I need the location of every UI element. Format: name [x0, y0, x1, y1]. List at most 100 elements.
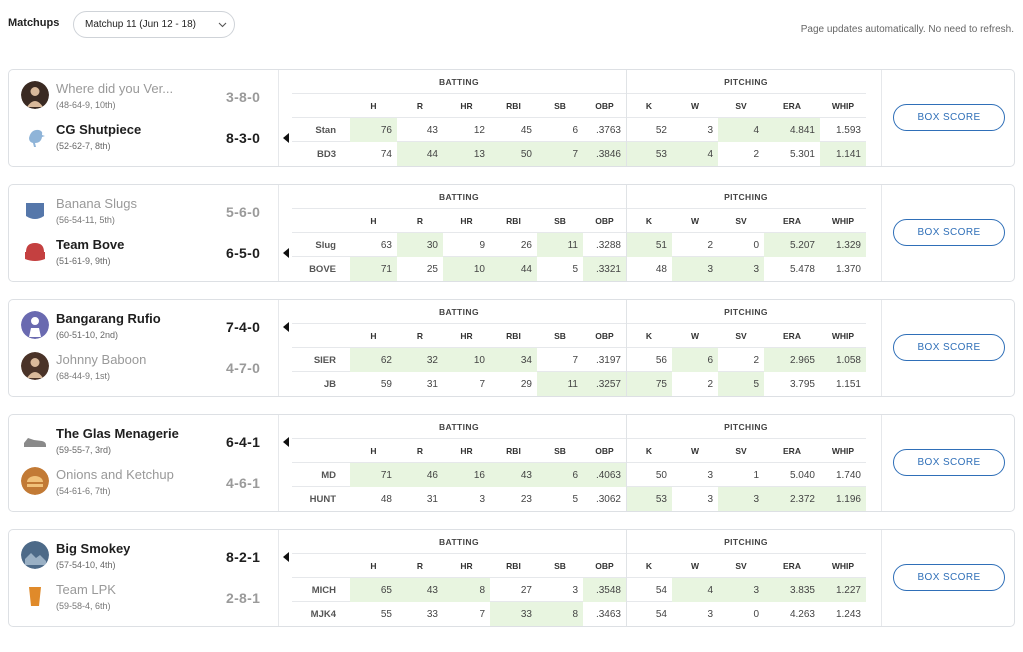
box-score-area: BOX SCORE: [881, 70, 1014, 166]
team-name[interactable]: Johnny Baboon: [56, 352, 147, 367]
box-score-area: BOX SCORE: [881, 415, 1014, 511]
team-name[interactable]: Banana Slugs: [56, 196, 137, 211]
box-score-button[interactable]: BOX SCORE: [893, 219, 1005, 246]
team-name[interactable]: CG Shutpiece: [56, 122, 142, 137]
stat-column-header: OBP: [595, 446, 614, 456]
team-record: (54-61-6, 7th): [56, 486, 111, 496]
pitching-header: PITCHING: [626, 300, 866, 324]
stat-row: Slug 63 30 9 26 11 .3288 51 2 0 5.207 1.329: [292, 233, 866, 257]
winner-arrow-icon: [283, 133, 289, 143]
stat-value: 6: [572, 124, 578, 136]
stat-value: 1.740: [835, 469, 861, 481]
team-score: 8-2-1: [226, 549, 261, 565]
team-record: (59-55-7, 3rd): [56, 445, 112, 455]
stat-value: 54: [655, 608, 667, 620]
stat-value: 59: [380, 378, 392, 390]
stats-divider: [626, 70, 627, 166]
stat-column-header: HR: [460, 216, 473, 226]
stat-value: .3548: [583, 578, 626, 602]
stat-column-header: H: [370, 216, 377, 226]
team-avatar-icon: [21, 467, 49, 495]
matchup-card: Where did you Ver... (48-64-9, 10th) 3-8-0…: [8, 69, 1015, 167]
stat-column-header: OBP: [595, 216, 614, 226]
stat-column-header: SB: [554, 446, 566, 456]
stat-row: SIER 62 32 10 34 7.3197 56 6 2 2.965 1.058: [292, 348, 866, 372]
team-name[interactable]: The Glas Menagerie: [56, 426, 179, 441]
team-row[interactable]: Banana Slugs (56-54-11, 5th) 5-6-0: [21, 191, 279, 231]
matchup-select[interactable]: Matchup 11 (Jun 12 - 18): [73, 11, 235, 38]
stat-column-header: R: [416, 561, 424, 571]
stat-column-header: R: [416, 216, 424, 226]
stat-value: 32: [397, 348, 443, 372]
stat-value: 8: [443, 578, 490, 602]
team-row[interactable]: Where did you Ver... (48-64-9, 10th) 3-8-0: [21, 76, 279, 116]
team-name[interactable]: Team LPK: [56, 582, 116, 597]
stat-value: .3763: [595, 124, 621, 136]
stat-value: 44: [490, 257, 537, 281]
box-score-button[interactable]: BOX SCORE: [893, 104, 1005, 131]
stat-value: 3: [718, 257, 764, 281]
stat-column-header: ERA: [783, 446, 801, 456]
stat-value: 3: [707, 608, 713, 620]
matchup-teams: The Glas Menagerie (59-55-7, 3rd) 6-4-1 Oni…: [9, 415, 289, 511]
stat-column-header: WHIP: [831, 561, 855, 571]
stat-column-header: SB: [554, 216, 566, 226]
box-score-button[interactable]: BOX SCORE: [893, 334, 1005, 361]
team-row[interactable]: The Glas Menagerie (59-55-7, 3rd) 6-4-1: [21, 421, 289, 461]
stat-value: 1.151: [835, 378, 861, 390]
team-row[interactable]: Johnny Baboon (68-44-9, 1st) 4-7-0: [21, 347, 279, 387]
stat-value: 76: [350, 118, 397, 142]
stat-value: 3: [707, 469, 713, 481]
team-name[interactable]: Team Bove: [56, 237, 125, 252]
stat-value: 50: [655, 469, 667, 481]
team-score: 3-8-0: [226, 89, 261, 105]
stat-column-header: WHIP: [831, 331, 855, 341]
stat-value: 75: [626, 372, 672, 396]
winner-arrow-icon: [283, 437, 289, 447]
stat-value: 53: [626, 487, 672, 511]
stat-value: 1.593: [835, 124, 861, 136]
stat-value: 54: [655, 584, 667, 596]
matchup-teams: Big Smokey (57-54-10, 4th) 8-2-1 Team LPK (5…: [9, 530, 289, 626]
team-name[interactable]: Onions and Ketchup: [56, 467, 174, 482]
team-abbreviation: SIER: [313, 354, 336, 366]
stat-column-header: HR: [460, 446, 473, 456]
team-abbreviation: MD: [321, 469, 336, 481]
stat-value: 2.372: [764, 487, 820, 511]
stat-column-header: H: [370, 101, 377, 111]
team-record: (48-64-9, 10th): [56, 100, 116, 110]
stat-row: Stan 76 43 12 45 6 .3763 52 3 4 4.841 1.593: [292, 118, 866, 142]
stat-value: 3: [672, 257, 718, 281]
matchup-teams: Bangarang Rufio (60-51-10, 2nd) 7-4-0 Johnn…: [9, 300, 289, 396]
stat-value: 65: [350, 578, 397, 602]
team-avatar-icon: [21, 582, 49, 610]
team-row[interactable]: Onions and Ketchup (54-61-6, 7th) 4-6-1: [21, 462, 279, 502]
box-score-button[interactable]: BOX SCORE: [893, 449, 1005, 476]
team-row[interactable]: Big Smokey (57-54-10, 4th) 8-2-1: [21, 536, 289, 576]
stat-value: 50: [490, 142, 537, 166]
stat-header-row: H R HR RBI SB OBP K W SV ERA WHIP: [292, 439, 866, 463]
matchup-select-value: Matchup 11 (Jun 12 - 18): [85, 19, 196, 30]
team-row[interactable]: Team Bove (51-61-9, 9th) 6-5-0: [21, 232, 289, 272]
team-row[interactable]: Bangarang Rufio (60-51-10, 2nd) 7-4-0: [21, 306, 289, 346]
chevron-down-icon: [210, 22, 234, 28]
team-name[interactable]: Where did you Ver...: [56, 81, 174, 96]
team-abbreviation: BOVE: [309, 263, 336, 275]
stat-value: 2: [753, 148, 759, 160]
team-name[interactable]: Big Smokey: [56, 541, 131, 556]
team-record: (51-61-9, 9th): [56, 256, 111, 266]
stat-value: 51: [626, 233, 672, 257]
team-abbreviation: JB: [323, 378, 336, 390]
team-row[interactable]: CG Shutpiece (52-62-7, 8th) 8-3-0: [21, 117, 289, 157]
stats-divider: [626, 185, 627, 281]
stat-value: .3062: [595, 493, 621, 505]
team-avatar-icon: [21, 122, 49, 150]
team-row[interactable]: Team LPK (59-58-4, 6th) 2-8-1: [21, 577, 279, 617]
team-abbreviation: MICH: [311, 584, 336, 596]
stat-value: 3: [572, 584, 578, 596]
box-score-button[interactable]: BOX SCORE: [893, 564, 1005, 591]
stat-value: 5.478: [789, 263, 815, 275]
team-name[interactable]: Bangarang Rufio: [56, 311, 161, 326]
box-score-area: BOX SCORE: [881, 300, 1014, 396]
stat-value: .3463: [595, 608, 621, 620]
